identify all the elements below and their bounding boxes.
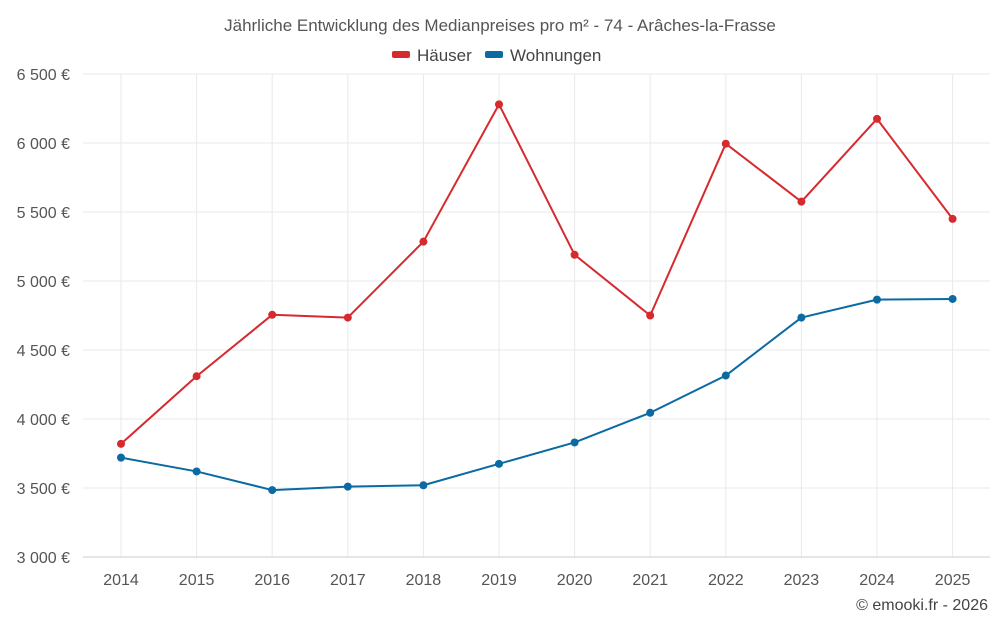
- x-tick-label: 2024: [859, 572, 895, 589]
- legend-label-haeuser: Häuser: [417, 46, 472, 65]
- y-tick-label: 6 000 €: [17, 136, 70, 153]
- credit-text: © emooki.fr - 2026: [856, 597, 988, 614]
- data-point-wohnungen[interactable]: [948, 294, 957, 303]
- data-point-wohnungen[interactable]: [797, 313, 806, 322]
- x-tick-label: 2019: [481, 572, 517, 589]
- data-point-haeuser[interactable]: [117, 439, 125, 448]
- x-tick-label: 2018: [406, 572, 442, 589]
- x-tick-label: 2020: [557, 572, 593, 589]
- series-wohnungen: [117, 294, 957, 495]
- data-point-wohnungen[interactable]: [192, 467, 201, 476]
- legend-item-haeuser[interactable]: Häuser: [392, 46, 472, 65]
- data-point-haeuser[interactable]: [570, 250, 579, 259]
- data-point-haeuser[interactable]: [721, 139, 730, 148]
- x-tick-label: 2022: [708, 572, 744, 589]
- x-tick-label: 2016: [254, 572, 290, 589]
- x-tick-label: 2017: [330, 572, 366, 589]
- y-tick-label: 4 000 €: [17, 412, 70, 429]
- legend-label-wohnungen: Wohnungen: [510, 46, 601, 65]
- data-point-wohnungen[interactable]: [570, 438, 579, 447]
- y-tick-label: 4 500 €: [17, 343, 70, 360]
- y-axis-ticks: 3 000 € 3 500 € 4 000 € 4 500 € 5 000 € 5 500…: [17, 67, 70, 567]
- data-point-haeuser[interactable]: [646, 311, 655, 320]
- y-tick-label: 3 000 €: [17, 550, 70, 567]
- x-axis-ticks: 2014 2015 2016 2017 2018 2019 2020 2021 2022 2023…: [103, 572, 970, 589]
- y-tick-label: 3 500 €: [17, 481, 70, 498]
- data-point-wohnungen[interactable]: [495, 459, 503, 468]
- data-point-haeuser[interactable]: [192, 372, 201, 381]
- y-tick-label: 6 500 €: [17, 67, 70, 84]
- data-point-haeuser[interactable]: [873, 114, 881, 123]
- data-point-wohnungen[interactable]: [873, 295, 881, 304]
- data-point-wohnungen[interactable]: [721, 371, 730, 380]
- chart-title: Jährliche Entwicklung des Medianpreises …: [224, 16, 776, 35]
- x-tick-label: 2023: [784, 572, 820, 589]
- legend-swatch-wohnungen: [485, 51, 503, 58]
- data-point-haeuser[interactable]: [268, 310, 277, 319]
- data-point-wohnungen[interactable]: [646, 408, 655, 417]
- x-tick-label: 2014: [103, 572, 139, 589]
- data-point-wohnungen[interactable]: [419, 481, 428, 490]
- x-gridlines: [120, 74, 954, 557]
- data-point-wohnungen[interactable]: [268, 486, 277, 495]
- legend-swatch-haeuser: [392, 51, 410, 58]
- data-point-haeuser[interactable]: [495, 100, 503, 109]
- series-layer: [117, 100, 957, 495]
- series-line-wohnungen: [120, 297, 953, 492]
- data-point-wohnungen[interactable]: [117, 453, 125, 462]
- series-haeuser: [117, 100, 957, 448]
- x-tick-label: 2021: [632, 572, 668, 589]
- y-tick-label: 5 500 €: [17, 205, 70, 222]
- data-point-haeuser[interactable]: [343, 313, 352, 322]
- data-point-haeuser[interactable]: [948, 214, 957, 223]
- data-point-haeuser[interactable]: [419, 237, 428, 246]
- data-point-haeuser[interactable]: [797, 197, 806, 206]
- y-tick-label: 5 000 €: [17, 274, 70, 291]
- series-line-haeuser: [120, 103, 954, 445]
- x-tick-label: 2015: [179, 572, 215, 589]
- legend-item-wohnungen[interactable]: Wohnungen: [485, 46, 601, 65]
- y-gridlines: [83, 73, 990, 489]
- legend: Häuser Wohnungen: [392, 46, 601, 65]
- x-tick-label: 2025: [935, 572, 971, 589]
- data-point-wohnungen[interactable]: [343, 482, 352, 491]
